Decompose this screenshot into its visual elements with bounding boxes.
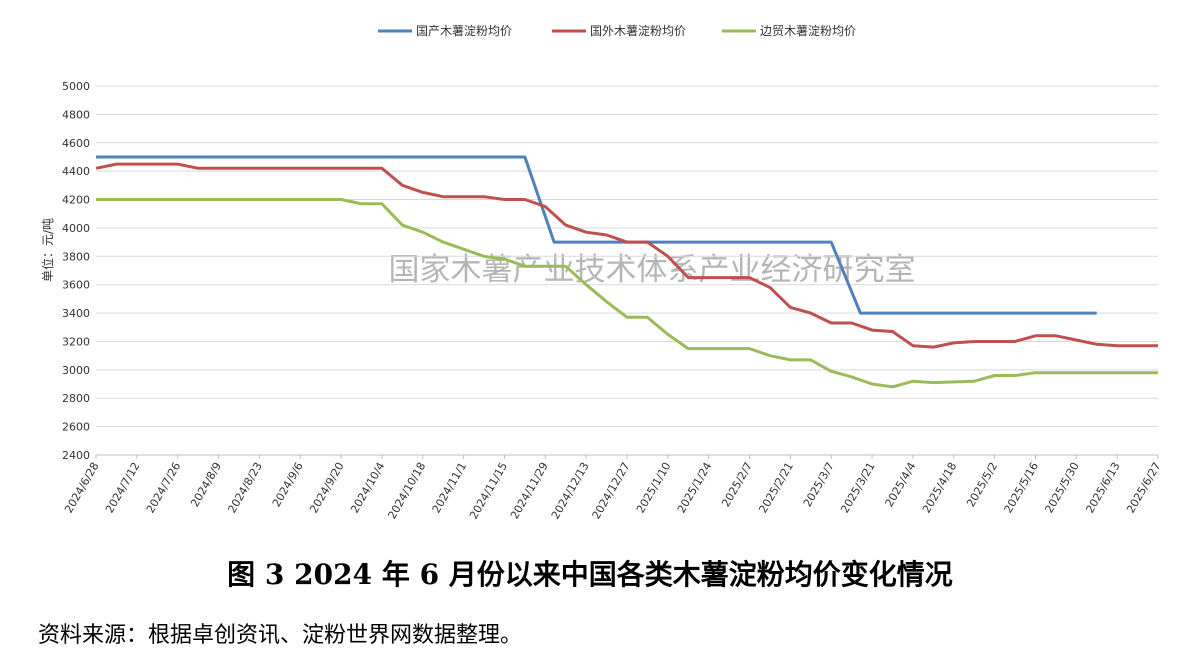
x-tick-label: 2024/8/9: [188, 460, 224, 509]
y-tick-label: 2800: [62, 392, 90, 405]
watermark: 国家木薯产业技术体系产业经济研究室: [389, 252, 916, 288]
figure-caption: 图 3 2024 年 6 月份以来中国各类木薯淀粉均价变化情况: [227, 558, 953, 591]
legend-label: 国产木薯淀粉均价: [416, 24, 512, 38]
x-tick-label: 2025/2/21: [757, 460, 796, 515]
x-tick-label: 2025/6/13: [1083, 460, 1122, 515]
x-tick-label: 2024/7/26: [144, 460, 183, 515]
y-tick-label: 2600: [62, 421, 90, 434]
x-tick-label: 2024/6/28: [62, 460, 101, 515]
x-tick-label: 2024/10/18: [385, 460, 428, 521]
x-tick-label: 2024/11/1: [430, 460, 469, 515]
x-tick-label: 2024/12/27: [590, 460, 633, 521]
legend-label: 边贸木薯淀粉均价: [760, 24, 856, 38]
y-axis-label: 单位：元/吨: [40, 218, 55, 282]
x-tick-label: 2024/12/13: [549, 460, 592, 521]
y-tick-label: 3800: [62, 250, 90, 263]
series-line-3: [96, 198, 1158, 389]
x-tick-label: 2025/3/21: [838, 460, 877, 515]
x-tick-label: 2024/9/6: [270, 460, 306, 509]
y-tick-label: 4800: [62, 108, 90, 121]
x-tick-label: 2025/3/7: [801, 460, 837, 509]
y-tick-label: 4000: [62, 222, 90, 235]
y-tick-label: 2400: [62, 449, 90, 462]
x-tick-label: 2025/5/30: [1042, 460, 1081, 515]
x-tick-label: 2025/1/10: [634, 460, 673, 515]
x-tick-label: 2024/8/23: [226, 460, 265, 515]
y-tick-label: 3400: [62, 307, 90, 320]
x-tick-label: 2024/9/20: [307, 460, 346, 515]
x-tick-label: 2025/2/7: [719, 460, 755, 509]
chart-area: 国家木薯产业技术体系产业经济研究室 2400 2600 2800 3000 3200 340…: [40, 24, 1164, 521]
series-line-1: [96, 155, 1097, 315]
x-tick-label: 2025/5/16: [1002, 460, 1041, 515]
y-tick-label: 4400: [62, 165, 90, 178]
y-tick-label: 4200: [62, 194, 90, 207]
x-tick-label: 2024/7/12: [103, 460, 142, 515]
x-tick-label: 2025/1/24: [675, 460, 714, 515]
x-tick-label: 2024/10/4: [348, 460, 387, 515]
series-line-2: [95, 162, 1158, 349]
x-tick-label: 2025/4/4: [883, 460, 919, 509]
x-tick-label: 2024/11/15: [467, 460, 510, 521]
y-tick-label: 5000: [62, 80, 90, 93]
y-tick-label: 3000: [62, 364, 90, 377]
y-tick-label: 3600: [62, 279, 90, 292]
x-tick-label: 2025/4/18: [920, 460, 959, 515]
source-note: 资料来源：根据卓创资讯、淀粉世界网数据整理。: [38, 623, 523, 648]
price-line-chart: 国家木薯产业技术体系产业经济研究室 2400 2600 2800 3000 3200 340…: [40, 24, 1164, 521]
legend-label: 国外木薯淀粉均价: [590, 24, 686, 38]
y-tick-label: 3200: [62, 335, 90, 348]
x-tick-label: 2025/6/27: [1124, 460, 1163, 515]
x-tick-label: 2025/5/2: [964, 460, 1000, 509]
y-tick-label: 4600: [62, 137, 90, 150]
x-tick-label: 2024/11/29: [508, 460, 551, 521]
